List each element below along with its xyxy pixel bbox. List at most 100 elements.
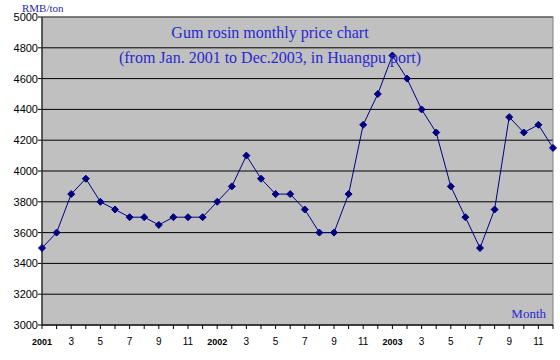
point-marker xyxy=(404,75,411,82)
x-tick-label: 5 xyxy=(448,336,454,347)
x-tick-label: 3 xyxy=(244,336,250,347)
point-marker xyxy=(287,191,294,198)
point-marker xyxy=(491,206,498,213)
x-tick xyxy=(158,325,159,329)
y-tick xyxy=(38,294,42,295)
x-tick xyxy=(115,325,116,329)
y-tick-label: 4600 xyxy=(14,73,38,85)
x-tick xyxy=(129,325,130,329)
x-tick xyxy=(231,325,232,329)
point-marker xyxy=(214,198,221,205)
x-tick-label: 3 xyxy=(68,336,74,347)
y-tick xyxy=(38,109,42,110)
point-marker xyxy=(447,183,454,190)
y-tick-label: 3600 xyxy=(14,227,38,239)
grid-line xyxy=(42,171,553,172)
x-tick-label: 9 xyxy=(156,336,162,347)
x-tick xyxy=(144,325,145,329)
x-tick xyxy=(188,325,189,329)
point-marker xyxy=(331,229,338,236)
y-tick xyxy=(38,263,42,264)
plot-frame xyxy=(42,17,553,325)
point-marker xyxy=(477,245,484,252)
x-tick xyxy=(56,325,57,329)
x-tick xyxy=(523,325,524,329)
point-marker xyxy=(155,221,162,228)
y-tick-label: 4400 xyxy=(14,103,38,115)
y-tick xyxy=(38,78,42,79)
x-tick xyxy=(334,325,335,329)
y-tick-label: 3200 xyxy=(14,288,38,300)
point-marker xyxy=(185,214,192,221)
point-marker xyxy=(520,129,527,136)
x-tick xyxy=(421,325,422,329)
x-tick xyxy=(246,325,247,329)
point-marker xyxy=(550,144,557,151)
chart-svg: 3000320034003600380040004200440046004800… xyxy=(0,0,560,360)
price-line xyxy=(42,56,553,249)
point-marker xyxy=(126,214,133,221)
chart-title: Gum rosin monthly price chart xyxy=(171,24,369,42)
point-marker xyxy=(462,214,469,221)
grid-line xyxy=(42,263,553,264)
x-tick xyxy=(71,325,72,329)
x-tick xyxy=(261,325,262,329)
point-marker xyxy=(258,175,265,182)
y-tick xyxy=(38,140,42,141)
x-axis-label: Month xyxy=(511,306,546,321)
x-tick-label: 2003 xyxy=(382,337,402,347)
point-marker xyxy=(272,191,279,198)
x-tick-label: 7 xyxy=(477,336,483,347)
x-tick-label: 9 xyxy=(331,336,337,347)
x-tick-label: 11 xyxy=(183,336,194,347)
chart-container: 3000320034003600380040004200440046004800… xyxy=(0,0,560,360)
grid-line xyxy=(42,232,553,233)
x-tick-label: 5 xyxy=(98,336,104,347)
x-tick xyxy=(217,325,218,329)
x-tick xyxy=(290,325,291,329)
x-tick xyxy=(173,325,174,329)
point-marker xyxy=(97,198,104,205)
chart-subtitle: (from Jan. 2001 to Dec.2003, in Huangpu … xyxy=(119,49,421,67)
point-marker xyxy=(360,121,367,128)
point-marker xyxy=(39,245,46,252)
point-marker xyxy=(418,106,425,113)
y-tick-label: 4200 xyxy=(14,134,38,146)
x-tick xyxy=(538,325,539,329)
x-tick xyxy=(363,325,364,329)
x-tick-label: 7 xyxy=(127,336,133,347)
point-marker xyxy=(170,214,177,221)
x-tick xyxy=(465,325,466,329)
grid-line xyxy=(42,140,553,141)
grid-line xyxy=(42,325,553,326)
y-axis-label: RMB/ton xyxy=(22,2,64,14)
y-axis xyxy=(42,17,43,325)
x-tick xyxy=(377,325,378,329)
x-tick xyxy=(304,325,305,329)
y-tick-label: 3000 xyxy=(14,319,38,331)
x-tick-label: 2001 xyxy=(32,337,52,347)
point-marker xyxy=(112,206,119,213)
y-tick xyxy=(38,47,42,48)
x-tick-label: 2002 xyxy=(207,337,227,347)
point-marker xyxy=(228,183,235,190)
x-tick-label: 11 xyxy=(533,336,544,347)
y-tick xyxy=(38,171,42,172)
point-marker xyxy=(316,229,323,236)
y-tick-label: 4000 xyxy=(14,165,38,177)
y-tick xyxy=(38,17,42,18)
y-tick xyxy=(38,232,42,233)
point-marker xyxy=(199,214,206,221)
x-tick-label: 7 xyxy=(302,336,308,347)
y-tick-label: 3800 xyxy=(14,196,38,208)
point-marker xyxy=(68,191,75,198)
point-marker xyxy=(535,121,542,128)
point-marker xyxy=(433,129,440,136)
x-tick xyxy=(407,325,408,329)
x-tick xyxy=(319,325,320,329)
grid-line xyxy=(42,78,553,79)
point-marker xyxy=(53,229,60,236)
x-tick xyxy=(275,325,276,329)
point-marker xyxy=(345,191,352,198)
x-tick-label: 11 xyxy=(358,336,369,347)
